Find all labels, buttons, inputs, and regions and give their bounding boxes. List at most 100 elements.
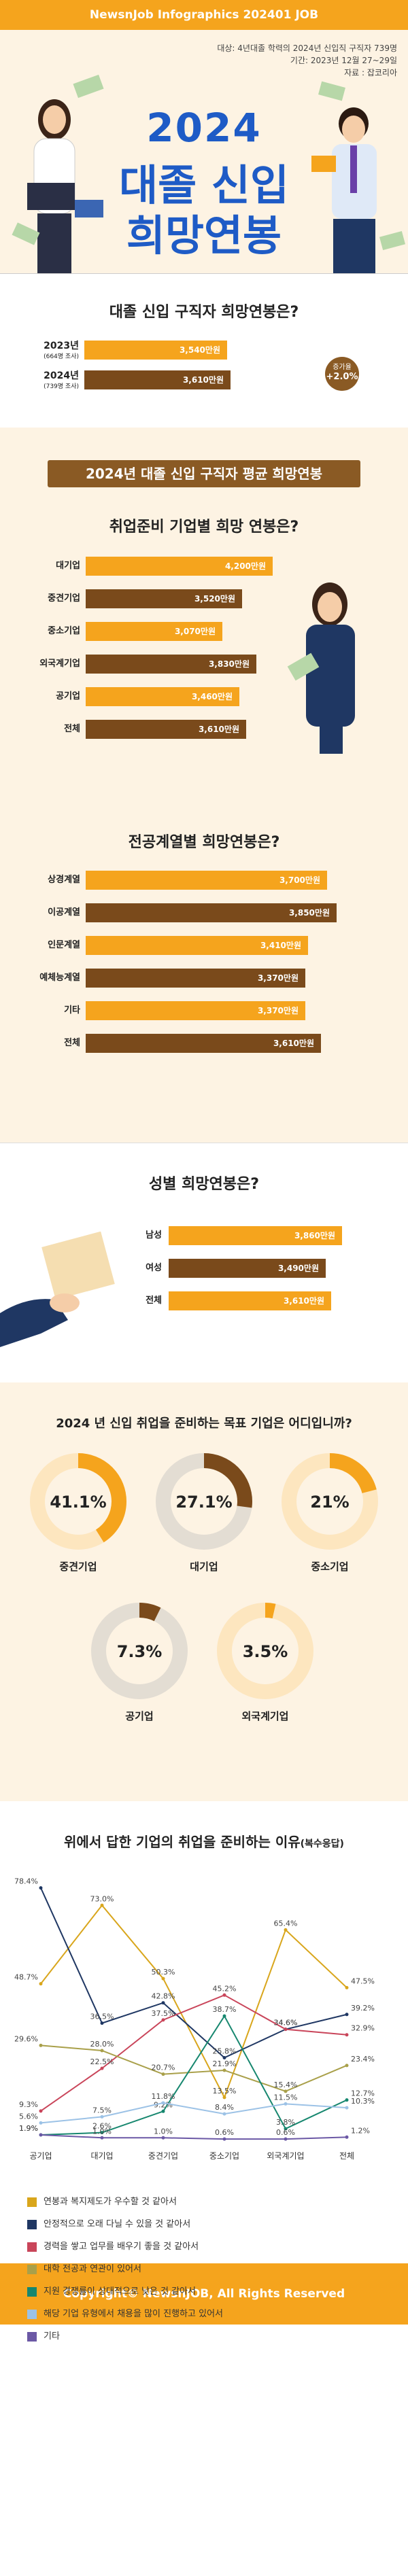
donut-ring <box>156 1453 252 1550</box>
donut-slice <box>282 1453 378 1550</box>
data-point <box>222 1993 226 1997</box>
bar: 3,610만원 <box>169 1291 331 1310</box>
reason-title-note: (복수응답) <box>300 1839 344 1849</box>
survey-target: 대상: 4년대졸 학력의 2024년 신입직 구직자 739명 <box>217 43 397 53</box>
bar-label: 전체 <box>146 1295 162 1306</box>
man-with-money-illustration <box>292 2372 401 2576</box>
target-company-section: 2024 년 신입 취업을 준비하는 목표 기업은 어디입니까? 41.1% 중견… <box>0 1382 408 1801</box>
reason-title-text: 위에서 답한 기업의 취업을 준비하는 이유 <box>64 1834 301 1850</box>
legend-swatch <box>27 2264 37 2274</box>
survey-source: 자료 : 잡코리아 <box>344 68 397 77</box>
bar-value: 3,540만원 <box>179 345 220 355</box>
legend-item: 안정적으로 오래 다닐 수 있을 것 같아서 <box>27 2219 223 2242</box>
bar: 3,070만원 <box>86 622 222 641</box>
data-label: 5.6% <box>19 2112 38 2121</box>
growth-label: 증가율 <box>333 364 352 371</box>
legend-swatch <box>27 2242 37 2252</box>
data-point <box>100 2049 104 2053</box>
data-point <box>39 1886 43 1890</box>
data-point <box>284 2089 288 2093</box>
gender-chart-title: 성별 희망연봉은? <box>148 1176 260 1193</box>
donut-ring <box>217 1603 313 1699</box>
legend-label: 연봉과 복지제도가 우수할 것 같아서 <box>44 2197 177 2207</box>
legend-label: 안정적으로 오래 다닐 수 있을 것 같아서 <box>44 2219 191 2229</box>
bar: 3,490만원 <box>169 1259 326 1278</box>
bar: 3,370만원 <box>86 969 305 988</box>
bar-value: 3,460만원 <box>191 692 233 701</box>
legend-label: 대학 전공과 연관이 있어서 <box>44 2264 141 2274</box>
data-point <box>222 2137 226 2141</box>
data-label: 22.5% <box>90 2057 114 2066</box>
legend-item: 대학 전공과 연관이 있어서 <box>27 2264 223 2286</box>
section-title: 대졸 신입 구직자 희망연봉은? <box>109 304 299 321</box>
data-label: 13.5% <box>213 2087 237 2095</box>
woman-with-laptop-illustration <box>27 99 103 273</box>
legend-swatch <box>27 2197 37 2207</box>
major-chart-title: 전공계열별 희망연봉은? <box>128 834 280 851</box>
bar: 3,830만원 <box>86 655 256 674</box>
data-point <box>284 2127 288 2131</box>
sample-size: (664명 조사) <box>44 353 79 360</box>
data-point <box>222 2055 226 2059</box>
bar-value: 4,200만원 <box>224 561 266 571</box>
bar-value: 3,520만원 <box>194 594 235 604</box>
data-point <box>161 2136 165 2140</box>
year-label: 2023년 <box>44 341 79 351</box>
data-label: 34.6% <box>274 2019 298 2027</box>
bar-label: 중소기업 <box>48 626 80 636</box>
bar-value: 3,490만원 <box>277 1264 319 1273</box>
data-point <box>161 1977 165 1981</box>
donut-ring <box>91 1603 188 1699</box>
data-label: 20.7% <box>152 2064 175 2072</box>
donut-label: 대기업 <box>190 1561 218 1573</box>
data-point <box>284 2027 288 2032</box>
donut-slice <box>30 1453 126 1550</box>
data-label: 12.7% <box>351 2089 375 2098</box>
data-point <box>345 2106 349 2110</box>
data-label: 37.5% <box>152 2009 175 2018</box>
data-label: 50.3% <box>152 1968 175 1977</box>
series-line <box>40 1994 347 2112</box>
donut-ring <box>282 1453 378 1550</box>
data-label: 36.5% <box>90 2013 114 2021</box>
title-line-2: 희망연봉 <box>126 211 282 260</box>
legend-label: 경력을 쌓고 업무를 배우기 좋을 것 같아서 <box>44 2242 199 2252</box>
legend-item: 해당 기업 유형에서 채용을 많이 진행하고 있어서 <box>27 2309 223 2331</box>
company-chart-title: 취업준비 기업별 희망 연봉은? <box>109 519 299 536</box>
survey-meta: 대상: 4년대졸 학력의 2024년 신입직 구직자 739명 기간: 2023… <box>217 42 397 79</box>
data-label: 47.5% <box>351 1977 375 1985</box>
legend-label: 지원 경쟁률이 상대적으로 낮은 것 같아서 <box>44 2286 196 2297</box>
x-tick-label: 공기업 <box>29 2151 52 2161</box>
donut-slice <box>156 1453 252 1550</box>
donut-section-title: 2024 년 신입 취업을 준비하는 목표 기업은 어디입니까? <box>56 1416 352 1431</box>
bar-label: 예체능계열 <box>39 973 80 983</box>
data-label: 7.5% <box>92 2106 112 2114</box>
legend-swatch <box>27 2331 37 2342</box>
brand-text: NewsnJob Infographics 202401 JOB <box>89 8 319 22</box>
data-point <box>345 1985 349 1989</box>
data-point <box>100 2021 104 2025</box>
donut-chart: 7.3% 공기업 <box>88 1600 190 1729</box>
growth-value: +2.0% <box>326 372 358 382</box>
data-point <box>100 2131 104 2135</box>
bar-label: 전체 <box>64 1038 80 1048</box>
data-point <box>222 2014 226 2018</box>
series-line <box>40 2134 347 2140</box>
bar: 4,200만원 <box>86 557 273 576</box>
survey-period: 기간: 2023년 12월 27~29일 <box>290 56 397 65</box>
legend-item: 연봉과 복지제도가 우수할 것 같아서 <box>27 2197 223 2219</box>
bar: 3,610만원 <box>86 1034 321 1053</box>
growth-badge: 증가율 +2.0% <box>325 357 359 391</box>
data-label: 11.5% <box>274 2093 298 2102</box>
data-label: 48.7% <box>14 1973 38 1982</box>
man-with-card-illustration <box>311 107 377 273</box>
donut-percent: 27.1% <box>175 1493 233 1512</box>
bar-label: 대기업 <box>56 561 80 571</box>
title-year: 2024 <box>146 105 262 151</box>
x-tick-label: 대기업 <box>90 2151 113 2161</box>
data-point <box>161 2018 165 2022</box>
bar-label: 인문계열 <box>48 940 80 950</box>
data-point <box>39 1982 43 1986</box>
donut-chart: 27.1% 대기업 <box>153 1450 255 1580</box>
